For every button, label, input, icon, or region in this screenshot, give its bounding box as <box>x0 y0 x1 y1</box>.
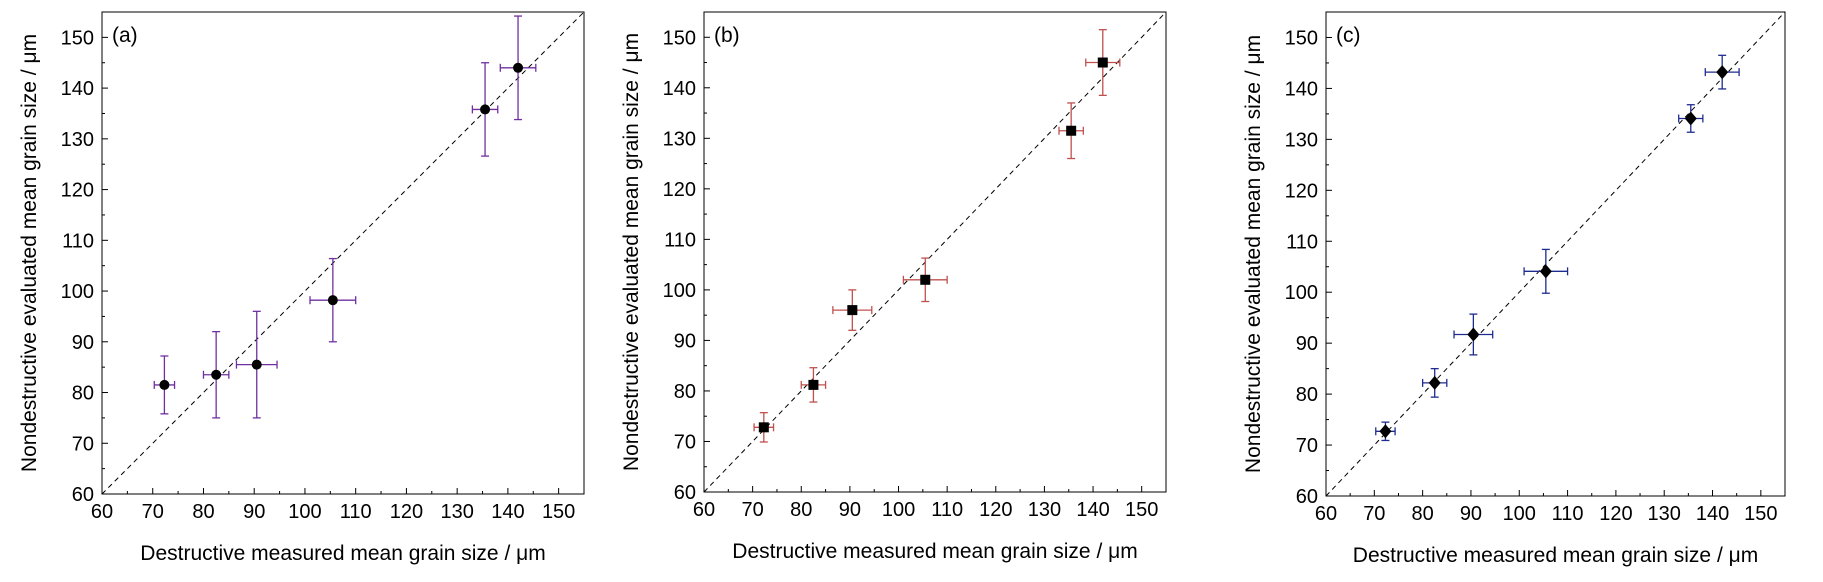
y-axis-label: Nondestructive evaluated mean grain size… <box>620 33 643 471</box>
y-tick-label: 110 <box>1286 231 1318 253</box>
y-tick-label: 150 <box>1285 27 1318 49</box>
reference-line <box>703 11 1167 493</box>
y-tick-label: 110 <box>664 229 696 251</box>
y-tick-label: 90 <box>1296 333 1318 355</box>
data-point <box>847 305 858 316</box>
plot-frame <box>703 11 1167 493</box>
data-point <box>808 379 819 390</box>
x-axis-label: Destructive measured mean grain size / μ… <box>140 542 545 565</box>
y-tick-label: 80 <box>674 381 696 403</box>
data-point <box>1467 327 1480 342</box>
x-tick-label: 120 <box>979 499 1012 521</box>
chart-panel-3: 60 70 80 90 100 110 120 130 140 150 60 70 80 90 100 110… <box>1242 11 1786 567</box>
y-tick-label: 80 <box>1296 384 1318 406</box>
y-tick-label: 80 <box>72 383 94 405</box>
y-tick-label: 70 <box>72 433 94 455</box>
data-point <box>159 379 170 390</box>
panel-label: (a) <box>112 24 138 47</box>
x-tick-label: 150 <box>1744 503 1777 525</box>
x-tick-label: 110 <box>340 501 372 523</box>
x-tick-label: 80 <box>1412 503 1434 525</box>
y-tick-label: 120 <box>61 180 94 202</box>
data-point <box>1716 65 1729 80</box>
data-point <box>758 422 769 433</box>
data-point <box>513 62 524 73</box>
x-tick-label: 60 <box>91 501 113 523</box>
x-tick-label: 130 <box>440 501 473 523</box>
y-tick-label: 70 <box>674 431 696 453</box>
x-tick-label: 100 <box>1503 503 1536 525</box>
data-point <box>1428 375 1441 390</box>
x-tick-label: 90 <box>1460 503 1482 525</box>
x-tick-label: 70 <box>1363 503 1385 525</box>
x-tick-label: 100 <box>882 499 915 521</box>
y-tick-label: 130 <box>663 128 696 150</box>
x-tick-label: 120 <box>1599 503 1632 525</box>
plot-frame <box>101 11 585 495</box>
data-point <box>920 274 931 285</box>
y-tick-label: 120 <box>663 179 696 201</box>
x-tick-label: 110 <box>1552 503 1584 525</box>
x-tick-label: 80 <box>790 499 812 521</box>
y-tick-label: 90 <box>674 330 696 352</box>
y-tick-label: 60 <box>674 482 696 504</box>
data-point <box>251 359 262 370</box>
data-point <box>1379 424 1392 439</box>
y-tick-label: 120 <box>1285 180 1318 202</box>
x-tick-label: 60 <box>693 499 715 521</box>
chart-panel-1: 60 70 80 90 100 110 120 130 140 150 60 70 80 90 100 110… <box>18 11 585 565</box>
x-tick-label: 70 <box>742 499 764 521</box>
x-axis-label: Destructive measured mean grain size / μ… <box>732 540 1137 563</box>
y-tick-label: 140 <box>1285 78 1318 100</box>
x-tick-label: 90 <box>243 501 265 523</box>
x-tick-label: 70 <box>142 501 164 523</box>
data-point <box>1097 57 1108 68</box>
x-tick-label: 90 <box>839 499 861 521</box>
y-tick-label: 110 <box>62 230 94 252</box>
y-tick-label: 130 <box>61 129 94 151</box>
data-point <box>1066 125 1077 136</box>
y-tick-label: 60 <box>72 484 94 506</box>
chart-panel-2: 60 70 80 90 100 110 120 130 140 150 60 70 80 90 100 110… <box>620 11 1167 563</box>
x-tick-label: 100 <box>288 501 321 523</box>
panel-label: (b) <box>714 24 740 47</box>
y-tick-label: 150 <box>663 27 696 49</box>
y-tick-label: 100 <box>61 281 94 303</box>
x-tick-label: 60 <box>1315 503 1337 525</box>
plot-frame <box>1325 11 1786 497</box>
x-tick-label: 130 <box>1648 503 1681 525</box>
reference-line <box>1325 11 1786 497</box>
reference-line <box>101 11 585 495</box>
y-tick-label: 60 <box>1296 486 1318 508</box>
y-tick-label: 90 <box>72 332 94 354</box>
x-tick-label: 140 <box>491 501 524 523</box>
y-tick-label: 100 <box>1285 282 1318 304</box>
y-axis-label: Nondestructive evaluated mean grain size… <box>18 34 41 472</box>
y-tick-label: 130 <box>1285 129 1318 151</box>
y-tick-label: 140 <box>663 78 696 100</box>
y-tick-label: 70 <box>1296 435 1318 457</box>
y-tick-label: 150 <box>61 27 94 49</box>
data-point <box>1539 264 1552 279</box>
x-axis-label: Destructive measured mean grain size / μ… <box>1353 544 1758 567</box>
data-point <box>480 104 491 115</box>
y-tick-label: 100 <box>663 280 696 302</box>
x-tick-label: 110 <box>931 499 963 521</box>
data-point <box>211 369 222 380</box>
x-tick-label: 150 <box>542 501 575 523</box>
x-tick-label: 140 <box>1076 499 1109 521</box>
x-tick-label: 130 <box>1028 499 1061 521</box>
y-axis-label: Nondestructive evaluated mean grain size… <box>1242 35 1265 473</box>
x-tick-label: 120 <box>390 501 423 523</box>
data-point <box>1684 111 1697 126</box>
y-tick-label: 140 <box>61 78 94 100</box>
x-tick-label: 140 <box>1696 503 1729 525</box>
panel-label: (c) <box>1336 24 1361 47</box>
x-tick-label: 150 <box>1125 499 1158 521</box>
x-tick-label: 80 <box>192 501 214 523</box>
data-point <box>327 295 338 306</box>
